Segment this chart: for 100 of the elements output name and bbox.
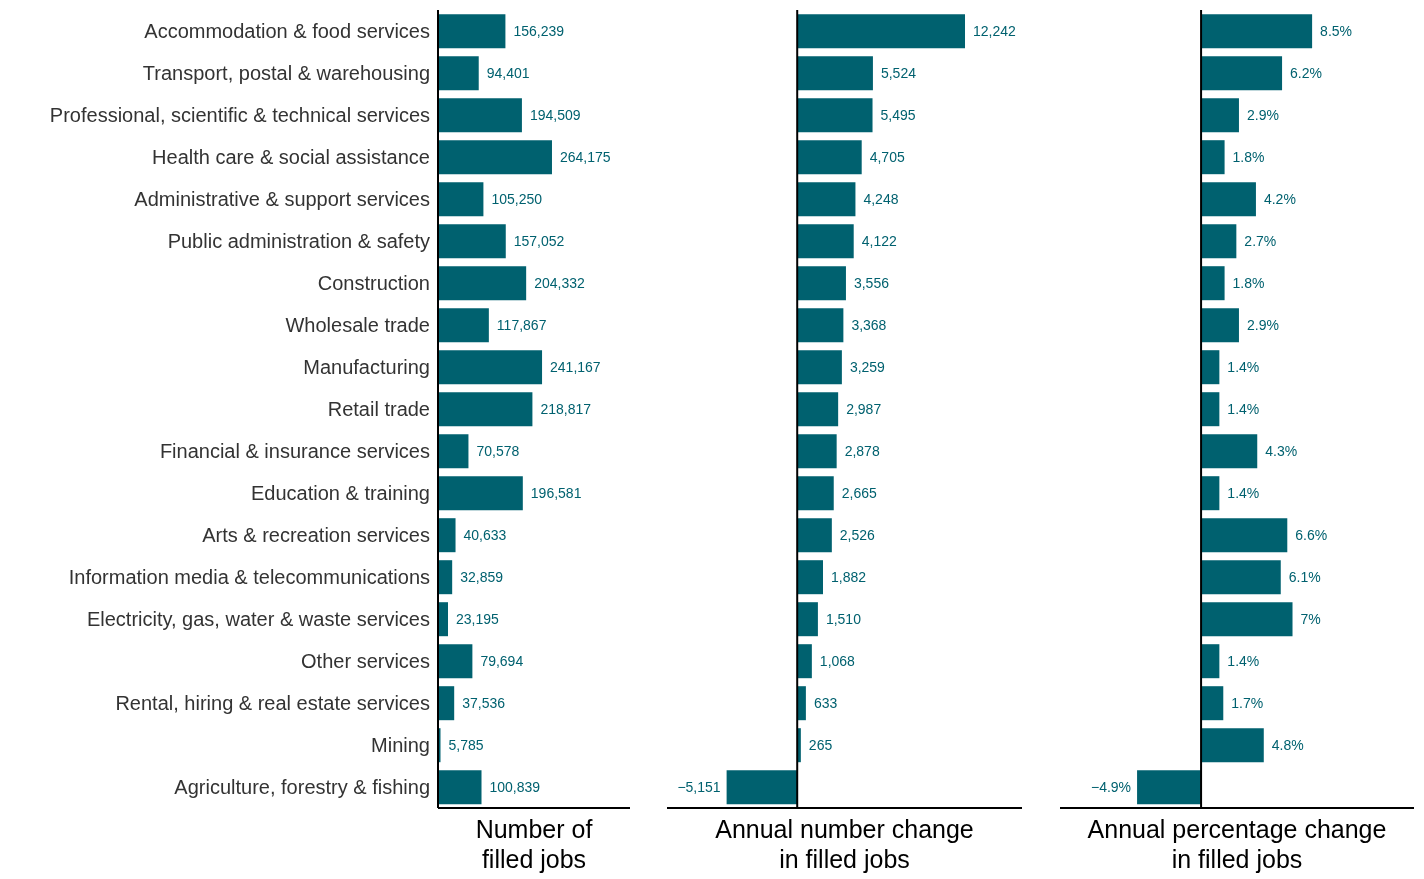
data-label: 2.9% <box>1246 107 1279 124</box>
data-label: 2,878 <box>844 443 880 460</box>
data-label: 94,401 <box>486 65 530 82</box>
y-tick-label: Transport, postal & warehousing <box>142 62 430 85</box>
bar <box>797 602 818 637</box>
bar <box>797 434 837 469</box>
bar <box>438 392 533 427</box>
data-label: 3,259 <box>849 359 886 376</box>
y-tick-label: Professional, scientific & technical services <box>49 104 430 127</box>
bar <box>1201 14 1313 49</box>
data-label: 2.7% <box>1244 233 1277 250</box>
bar <box>1201 98 1239 133</box>
x-axis-title: Annual percentage change in filled jobs <box>1086 814 1388 874</box>
bar <box>1137 770 1202 805</box>
y-tick-label: Arts & recreation services <box>202 524 430 547</box>
bar <box>438 224 506 259</box>
data-label: −5,151 <box>677 779 721 796</box>
y-tick-label: Public administration & safety <box>167 230 430 253</box>
bar <box>797 350 842 385</box>
bar <box>438 560 453 595</box>
bar <box>797 140 862 175</box>
data-label: 1,510 <box>825 611 862 628</box>
x-axis-title: Number of filled jobs <box>474 814 594 874</box>
y-tick-label: Health care & social assistance <box>152 146 430 169</box>
y-tick-label: Wholesale trade <box>285 314 430 337</box>
y-tick-label: Administrative & support services <box>134 188 430 211</box>
data-label: 40,633 <box>463 527 507 544</box>
bar <box>1201 686 1224 721</box>
data-label: 5,495 <box>880 107 916 124</box>
data-label: 3,368 <box>851 317 887 334</box>
y-tick-label: Construction <box>317 272 430 295</box>
data-label: 2.9% <box>1246 317 1279 334</box>
bar <box>1201 350 1220 385</box>
data-label: 2,665 <box>841 485 877 502</box>
data-label: 204,332 <box>534 275 585 292</box>
data-label: 1.8% <box>1232 149 1265 166</box>
data-label: 4.8% <box>1271 737 1304 754</box>
y-tick-label: Electricity, gas, water & waste services <box>86 608 430 631</box>
data-label: 12,242 <box>973 23 1017 40</box>
bar <box>797 518 832 553</box>
bar <box>438 56 479 91</box>
data-label: 4,248 <box>863 191 899 208</box>
data-label: 3,556 <box>853 275 890 292</box>
data-label: 196,581 <box>530 485 582 502</box>
bar <box>438 686 455 721</box>
bar <box>1201 434 1258 469</box>
data-label: 32,859 <box>460 569 504 586</box>
bar <box>438 98 522 133</box>
data-label: 218,817 <box>540 401 592 418</box>
data-label: 6.2% <box>1290 65 1322 82</box>
y-tick-label: Education & training <box>250 482 430 505</box>
bar <box>1201 476 1220 511</box>
data-label: 1.7% <box>1231 695 1264 712</box>
data-label: 4.2% <box>1263 191 1296 208</box>
data-label: 1.4% <box>1227 485 1260 502</box>
bar <box>797 98 873 133</box>
data-label: 4,122 <box>861 233 897 250</box>
bar <box>797 644 812 679</box>
data-label: 633 <box>813 695 838 712</box>
bar <box>438 770 482 805</box>
y-tick-label: Accommodation & food services <box>144 20 430 43</box>
data-label: 2,987 <box>846 401 882 418</box>
bar <box>797 308 844 343</box>
bar <box>1201 518 1288 553</box>
y-tick-label: Retail trade <box>327 398 430 421</box>
x-axis-title: Annual number change in filled jobs <box>714 814 975 874</box>
bar <box>438 518 456 553</box>
data-label: 5,524 <box>880 65 917 82</box>
data-label: 100,839 <box>489 779 541 796</box>
bar <box>438 350 543 385</box>
data-label: 1,068 <box>819 653 856 670</box>
bar <box>438 14 506 49</box>
data-label: 79,694 <box>480 653 524 670</box>
bar <box>797 182 856 217</box>
y-tick-label: Mining <box>371 734 430 757</box>
bar <box>797 14 966 49</box>
data-label: 7% <box>1300 611 1321 628</box>
bar <box>438 182 484 217</box>
data-label: 23,195 <box>456 611 500 628</box>
bar <box>438 434 469 469</box>
data-label: 4,705 <box>869 149 905 166</box>
data-label: 105,250 <box>491 191 543 208</box>
data-label: 241,167 <box>550 359 601 376</box>
data-label: 37,536 <box>462 695 506 712</box>
y-tick-label: Financial & insurance services <box>159 440 430 463</box>
data-label: 1,882 <box>831 569 867 586</box>
bar <box>726 770 798 805</box>
bar <box>438 266 527 301</box>
bar <box>797 560 824 595</box>
bar <box>438 644 473 679</box>
bar <box>438 308 489 343</box>
bar <box>1201 560 1281 595</box>
data-label: 6.6% <box>1295 527 1328 544</box>
data-label: 194,509 <box>529 107 581 124</box>
data-label: 5,785 <box>448 737 484 754</box>
data-label: 70,578 <box>476 443 520 460</box>
y-tick-label: Information media & telecommunications <box>68 566 430 589</box>
bar <box>1201 182 1256 217</box>
data-label: 1.8% <box>1232 275 1265 292</box>
data-label: 156,239 <box>513 23 565 40</box>
